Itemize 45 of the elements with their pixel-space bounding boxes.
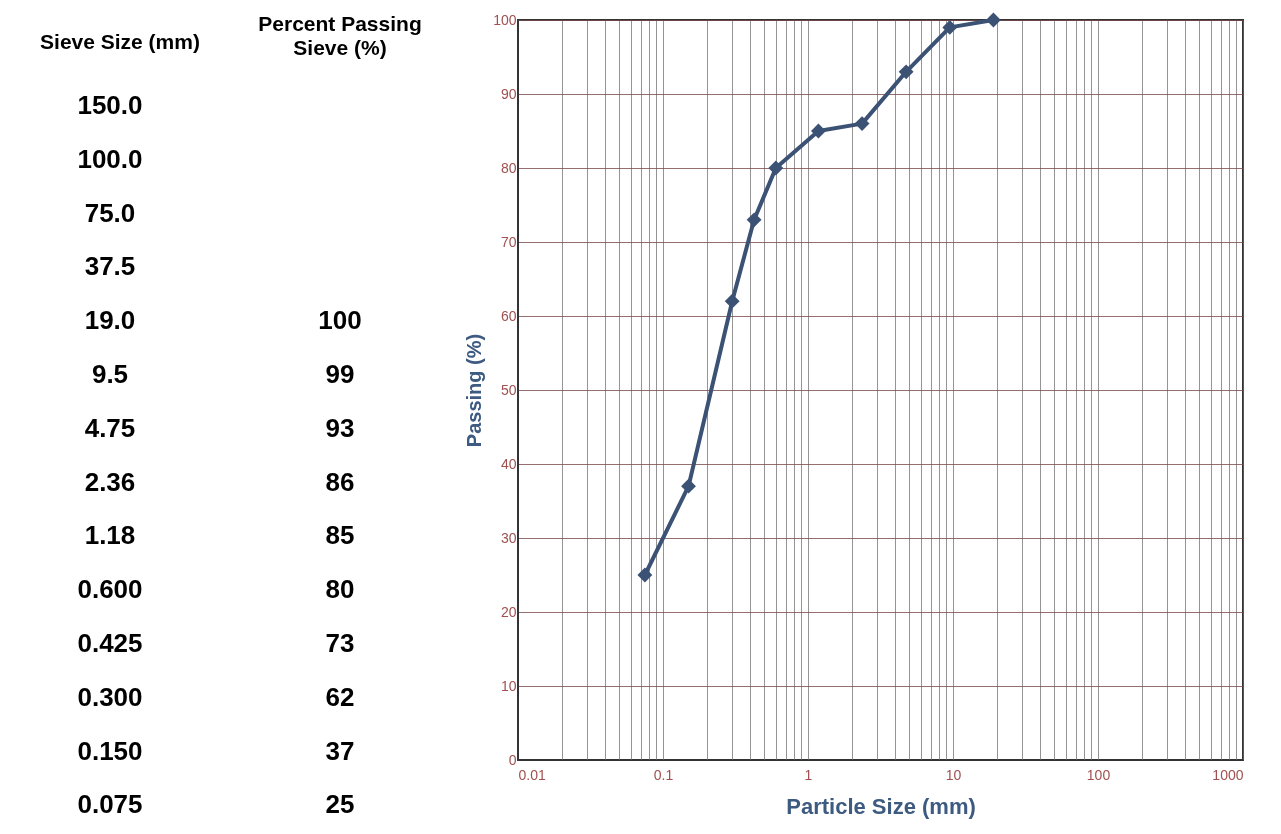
text: 9.5 <box>90 359 130 390</box>
text: 19.0 <box>83 305 137 337</box>
x-tick-label: 1 <box>804 766 813 783</box>
text: Percent Passing Sieve (%) <box>257 12 423 60</box>
x-tick-label: 0.01 <box>518 766 546 783</box>
text: 62 <box>324 681 356 713</box>
x-tick-label: 0.1 <box>653 766 674 783</box>
text: 0.425 <box>76 628 144 659</box>
text: 150.0 <box>76 90 144 121</box>
y-tick-label: 90 <box>500 85 517 102</box>
text: 4.75 <box>83 412 137 444</box>
y-tick-label: 0 <box>508 751 517 768</box>
x-axis-title: Particle Size (mm) <box>786 793 976 819</box>
text: 1.18 <box>83 520 137 552</box>
text: 100 <box>317 305 363 337</box>
text: 25 <box>324 789 356 821</box>
y-tick-label: 30 <box>500 529 517 546</box>
text: 99 <box>324 359 356 390</box>
y-tick-label: 100 <box>493 11 517 28</box>
y-tick-label: 50 <box>500 381 517 398</box>
text: 0.300 <box>76 681 144 713</box>
text: Sieve Size (mm) <box>39 30 201 54</box>
text: 80 <box>324 574 356 606</box>
text: 2.36 <box>83 466 137 498</box>
y-axis-title: Passing (%) <box>463 333 486 448</box>
text: 75.0 <box>83 197 137 229</box>
text: 0.600 <box>76 574 144 606</box>
x-tick-label: 10 <box>945 766 962 783</box>
y-tick-label: 40 <box>500 455 517 472</box>
text: 0.150 <box>76 735 144 767</box>
text: 93 <box>324 412 356 444</box>
y-tick-label: 80 <box>500 159 517 176</box>
text: 86 <box>324 466 356 498</box>
text: 0.075 <box>76 789 144 821</box>
text: 37 <box>324 735 356 767</box>
text: 37.5 <box>83 251 137 283</box>
text: 73 <box>324 628 356 659</box>
y-tick-label: 10 <box>500 677 517 694</box>
text: 85 <box>324 520 356 552</box>
text: 100.0 <box>76 143 144 175</box>
x-tick-label: 1000 <box>1212 766 1244 783</box>
y-tick-label: 60 <box>500 307 517 324</box>
x-tick-label: 100 <box>1086 766 1111 783</box>
y-tick-label: 70 <box>500 233 517 250</box>
y-tick-label: 20 <box>500 603 517 620</box>
